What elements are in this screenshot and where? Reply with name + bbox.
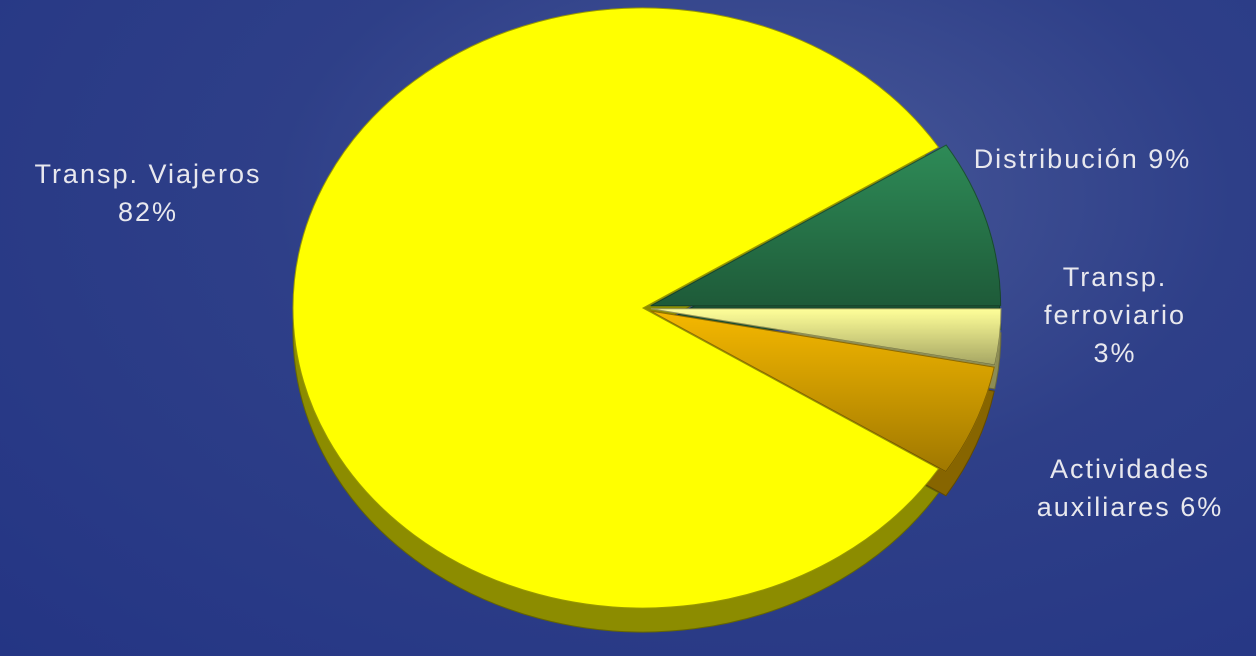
value-label: 6%: [1180, 492, 1224, 522]
slice-label: Actividades auxiliares 6%: [1005, 450, 1255, 526]
slice-shading: [650, 308, 1001, 365]
slice: [292, 7, 940, 609]
category: Distribución: [973, 144, 1139, 174]
category: Transp. ferroviario: [1043, 262, 1187, 330]
category: Actividades auxiliares: [1036, 454, 1211, 522]
category: Transp. Viajeros: [34, 159, 262, 189]
slice-shading: [650, 145, 1001, 306]
value-label: 3%: [1093, 338, 1137, 368]
pie: [292, 7, 1002, 633]
slice-label: Transp. Viajeros 82%: [18, 155, 278, 231]
slice-shading: [650, 310, 995, 472]
value-label: 9%: [1148, 144, 1192, 174]
slice-label: Distribución 9%: [965, 140, 1200, 178]
slice-label: Transp. ferroviario 3%: [1030, 258, 1200, 372]
value-label: 82%: [117, 197, 179, 227]
